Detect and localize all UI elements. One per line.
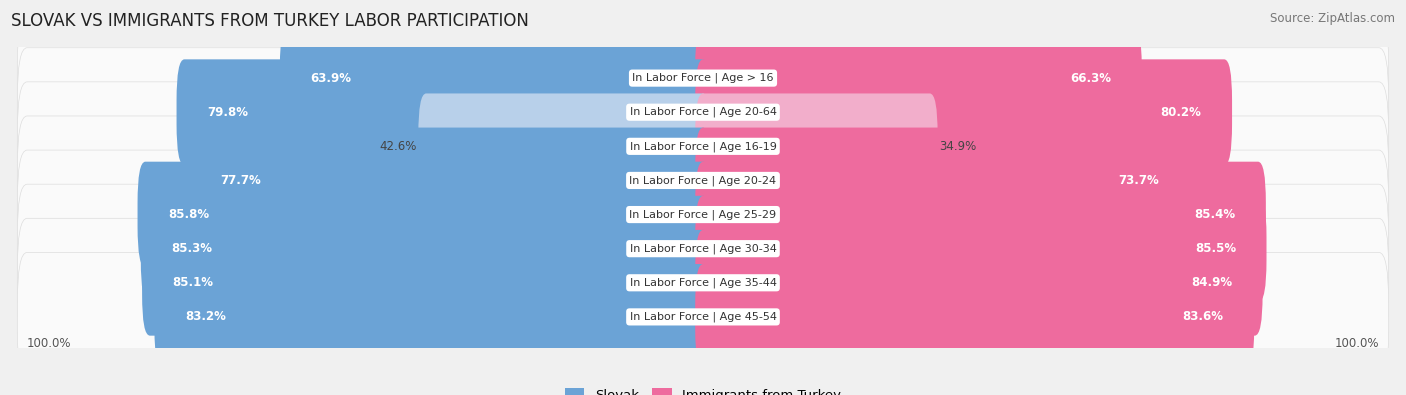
Text: 85.1%: 85.1% bbox=[173, 276, 214, 289]
FancyBboxPatch shape bbox=[177, 59, 711, 165]
FancyBboxPatch shape bbox=[17, 184, 1389, 313]
Text: 34.9%: 34.9% bbox=[939, 140, 977, 153]
Text: In Labor Force | Age 16-19: In Labor Force | Age 16-19 bbox=[630, 141, 776, 152]
FancyBboxPatch shape bbox=[280, 25, 711, 131]
FancyBboxPatch shape bbox=[695, 264, 1254, 370]
Text: 100.0%: 100.0% bbox=[1334, 337, 1379, 350]
FancyBboxPatch shape bbox=[17, 116, 1389, 245]
Text: 79.8%: 79.8% bbox=[207, 106, 247, 119]
FancyBboxPatch shape bbox=[695, 196, 1267, 301]
FancyBboxPatch shape bbox=[17, 13, 1389, 143]
FancyBboxPatch shape bbox=[695, 59, 1232, 165]
Text: 83.2%: 83.2% bbox=[186, 310, 226, 324]
Text: 63.9%: 63.9% bbox=[311, 71, 352, 85]
FancyBboxPatch shape bbox=[695, 128, 1189, 233]
Text: In Labor Force | Age 25-29: In Labor Force | Age 25-29 bbox=[630, 209, 776, 220]
Text: 77.7%: 77.7% bbox=[221, 174, 262, 187]
FancyBboxPatch shape bbox=[17, 252, 1389, 382]
Legend: Slovak, Immigrants from Turkey: Slovak, Immigrants from Turkey bbox=[560, 383, 846, 395]
Text: 85.3%: 85.3% bbox=[172, 242, 212, 255]
Text: In Labor Force | Age 30-34: In Labor Force | Age 30-34 bbox=[630, 243, 776, 254]
FancyBboxPatch shape bbox=[17, 218, 1389, 347]
Text: 66.3%: 66.3% bbox=[1070, 71, 1111, 85]
FancyBboxPatch shape bbox=[17, 48, 1389, 177]
FancyBboxPatch shape bbox=[695, 162, 1265, 267]
Text: In Labor Force | Age 35-44: In Labor Force | Age 35-44 bbox=[630, 278, 776, 288]
Text: 85.8%: 85.8% bbox=[169, 208, 209, 221]
Text: In Labor Force | Age 20-24: In Labor Force | Age 20-24 bbox=[630, 175, 776, 186]
FancyBboxPatch shape bbox=[17, 82, 1389, 211]
Text: In Labor Force | Age > 16: In Labor Force | Age > 16 bbox=[633, 73, 773, 83]
FancyBboxPatch shape bbox=[695, 94, 938, 199]
FancyBboxPatch shape bbox=[141, 196, 711, 301]
FancyBboxPatch shape bbox=[419, 94, 711, 199]
FancyBboxPatch shape bbox=[17, 150, 1389, 279]
Text: 85.4%: 85.4% bbox=[1194, 208, 1236, 221]
Text: 100.0%: 100.0% bbox=[27, 337, 72, 350]
Text: 85.5%: 85.5% bbox=[1195, 242, 1236, 255]
FancyBboxPatch shape bbox=[695, 230, 1263, 336]
Text: In Labor Force | Age 45-54: In Labor Force | Age 45-54 bbox=[630, 312, 776, 322]
FancyBboxPatch shape bbox=[155, 264, 711, 370]
FancyBboxPatch shape bbox=[138, 162, 711, 267]
Text: In Labor Force | Age 20-64: In Labor Force | Age 20-64 bbox=[630, 107, 776, 117]
Text: 83.6%: 83.6% bbox=[1182, 310, 1223, 324]
Text: 84.9%: 84.9% bbox=[1191, 276, 1232, 289]
Text: Source: ZipAtlas.com: Source: ZipAtlas.com bbox=[1270, 12, 1395, 25]
FancyBboxPatch shape bbox=[190, 128, 711, 233]
Text: 42.6%: 42.6% bbox=[380, 140, 416, 153]
Text: SLOVAK VS IMMIGRANTS FROM TURKEY LABOR PARTICIPATION: SLOVAK VS IMMIGRANTS FROM TURKEY LABOR P… bbox=[11, 12, 529, 30]
Text: 80.2%: 80.2% bbox=[1160, 106, 1202, 119]
Text: 73.7%: 73.7% bbox=[1119, 174, 1160, 187]
FancyBboxPatch shape bbox=[142, 230, 711, 336]
FancyBboxPatch shape bbox=[695, 25, 1142, 131]
